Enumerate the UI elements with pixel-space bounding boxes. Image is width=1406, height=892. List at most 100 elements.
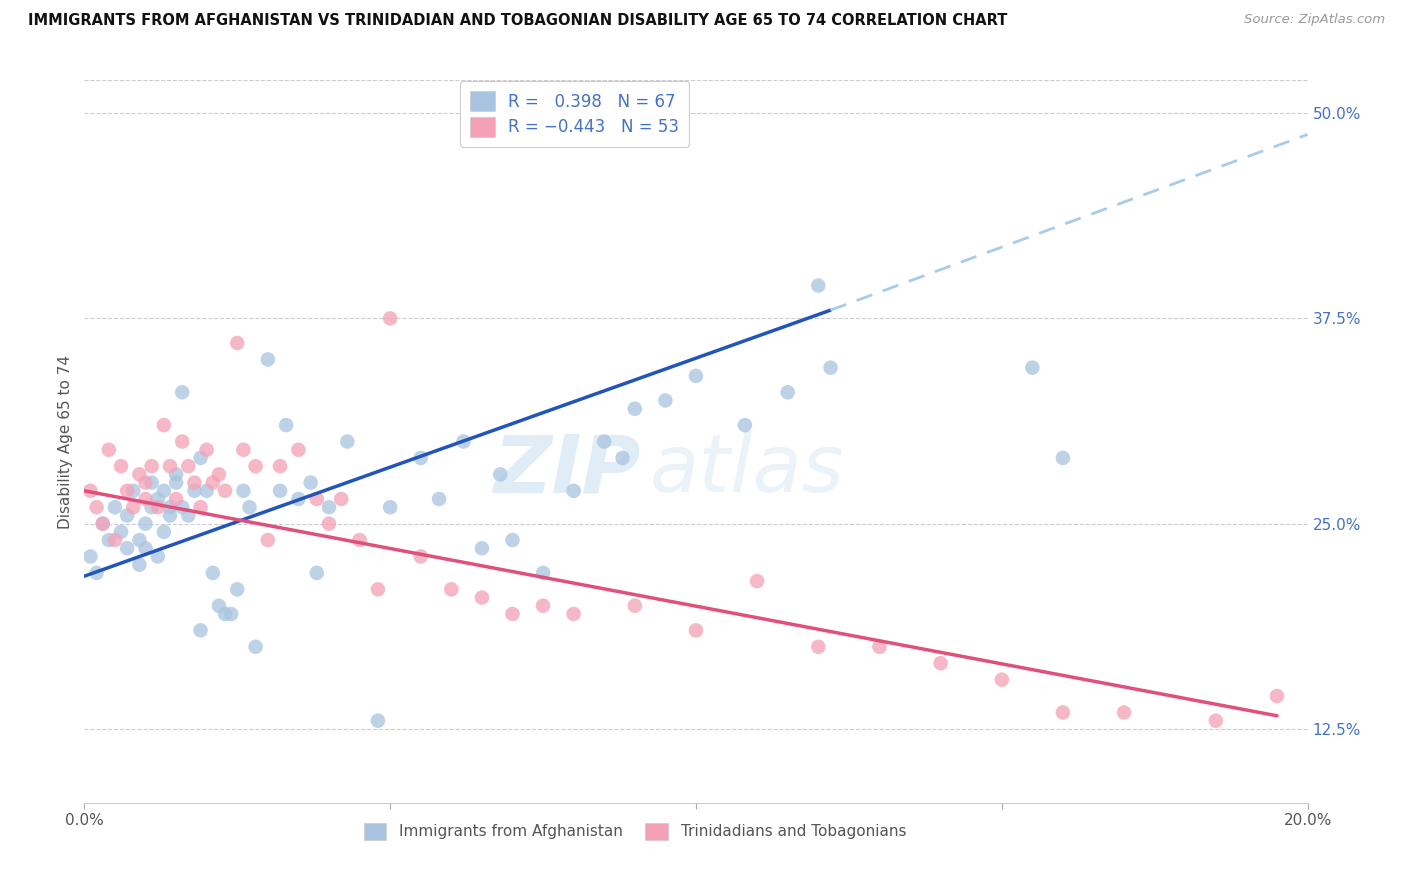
Point xyxy=(367,714,389,728)
Point xyxy=(135,516,157,531)
Point xyxy=(245,459,267,474)
Point xyxy=(654,393,676,408)
Point xyxy=(226,582,249,597)
Point xyxy=(115,508,138,523)
Point xyxy=(183,475,205,490)
Point xyxy=(86,500,108,515)
Point xyxy=(172,385,194,400)
Point xyxy=(299,475,322,490)
Point xyxy=(502,533,524,547)
Point xyxy=(159,459,181,474)
Point xyxy=(807,640,830,654)
Point xyxy=(929,657,952,671)
Point xyxy=(219,607,242,621)
Point xyxy=(104,533,127,547)
Point xyxy=(427,491,450,506)
Point xyxy=(276,418,298,433)
Point xyxy=(159,508,181,523)
Point xyxy=(257,352,280,367)
Point xyxy=(232,483,254,498)
Point xyxy=(562,607,585,621)
Point xyxy=(232,442,254,457)
Point xyxy=(257,533,280,547)
Point xyxy=(1052,450,1074,465)
Point xyxy=(269,459,291,474)
Point xyxy=(453,434,475,449)
Point xyxy=(177,508,200,523)
Point xyxy=(91,516,114,531)
Point xyxy=(201,566,224,580)
Text: Source: ZipAtlas.com: Source: ZipAtlas.com xyxy=(1244,13,1385,27)
Point xyxy=(135,475,157,490)
Point xyxy=(153,524,176,539)
Point xyxy=(91,516,114,531)
Point xyxy=(489,467,512,482)
Text: atlas: atlas xyxy=(650,432,844,509)
Point xyxy=(1265,689,1288,703)
Point xyxy=(807,278,830,293)
Point xyxy=(502,607,524,621)
Point xyxy=(440,582,463,597)
Point xyxy=(685,368,707,383)
Point xyxy=(226,336,249,351)
Point xyxy=(128,558,150,572)
Text: ZIP: ZIP xyxy=(494,432,641,509)
Point xyxy=(685,624,707,638)
Point xyxy=(195,442,218,457)
Point xyxy=(531,599,554,613)
Point xyxy=(122,500,145,515)
Point xyxy=(318,500,340,515)
Point xyxy=(991,673,1014,687)
Point xyxy=(1021,360,1043,375)
Point xyxy=(380,311,402,326)
Point xyxy=(471,541,494,556)
Point xyxy=(869,640,891,654)
Point xyxy=(208,467,231,482)
Y-axis label: Disability Age 65 to 74: Disability Age 65 to 74 xyxy=(58,354,73,529)
Point xyxy=(214,607,236,621)
Point xyxy=(201,475,224,490)
Point xyxy=(287,442,309,457)
Point xyxy=(471,591,494,605)
Point xyxy=(305,566,328,580)
Point xyxy=(135,491,157,506)
Point xyxy=(409,450,432,465)
Point xyxy=(141,500,163,515)
Point xyxy=(820,360,842,375)
Point xyxy=(110,524,132,539)
Point xyxy=(122,483,145,498)
Point xyxy=(208,599,231,613)
Point xyxy=(79,483,101,498)
Point xyxy=(97,442,120,457)
Point xyxy=(1114,706,1136,720)
Point xyxy=(115,483,138,498)
Point xyxy=(349,533,371,547)
Point xyxy=(195,483,218,498)
Point xyxy=(97,533,120,547)
Point xyxy=(128,467,150,482)
Point xyxy=(86,566,108,580)
Point xyxy=(153,418,176,433)
Point xyxy=(531,566,554,580)
Point xyxy=(177,459,200,474)
Point xyxy=(153,483,176,498)
Point xyxy=(380,500,402,515)
Point xyxy=(190,624,212,638)
Point xyxy=(115,541,138,556)
Point xyxy=(110,459,132,474)
Point xyxy=(287,491,309,506)
Point xyxy=(172,500,194,515)
Legend: Immigrants from Afghanistan, Trinidadians and Tobagonians: Immigrants from Afghanistan, Trinidadian… xyxy=(354,814,915,849)
Point xyxy=(238,500,260,515)
Point xyxy=(409,549,432,564)
Point xyxy=(624,401,647,416)
Point xyxy=(135,541,157,556)
Point xyxy=(367,582,389,597)
Point xyxy=(165,467,187,482)
Point xyxy=(183,483,205,498)
Point xyxy=(269,483,291,498)
Text: IMMIGRANTS FROM AFGHANISTAN VS TRINIDADIAN AND TOBAGONIAN DISABILITY AGE 65 TO 7: IMMIGRANTS FROM AFGHANISTAN VS TRINIDADI… xyxy=(28,13,1008,29)
Point xyxy=(190,450,212,465)
Point xyxy=(318,516,340,531)
Point xyxy=(1205,714,1227,728)
